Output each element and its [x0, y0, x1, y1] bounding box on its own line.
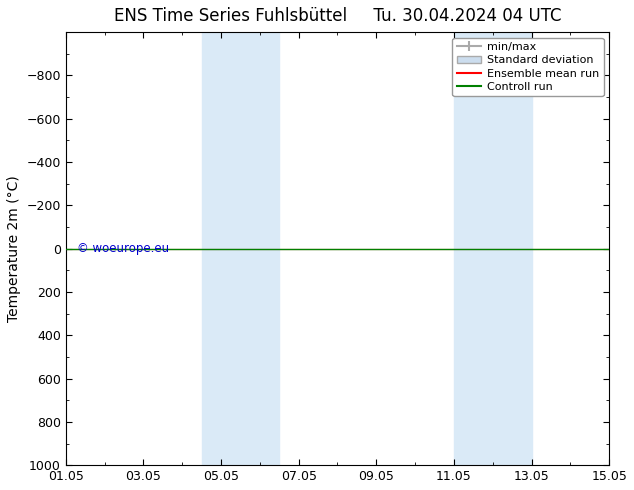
Bar [202, 32, 280, 465]
Text: © woeurope.eu: © woeurope.eu [77, 242, 169, 255]
Y-axis label: Temperature 2m (°C): Temperature 2m (°C) [7, 175, 21, 322]
Bar [454, 32, 531, 465]
Title: ENS Time Series Fuhlsbüttel     Tu. 30.04.2024 04 UTC: ENS Time Series Fuhlsbüttel Tu. 30.04.20… [113, 7, 561, 25]
Legend: min/max, Standard deviation, Ensemble mean run, Controll run: min/max, Standard deviation, Ensemble me… [453, 38, 604, 97]
